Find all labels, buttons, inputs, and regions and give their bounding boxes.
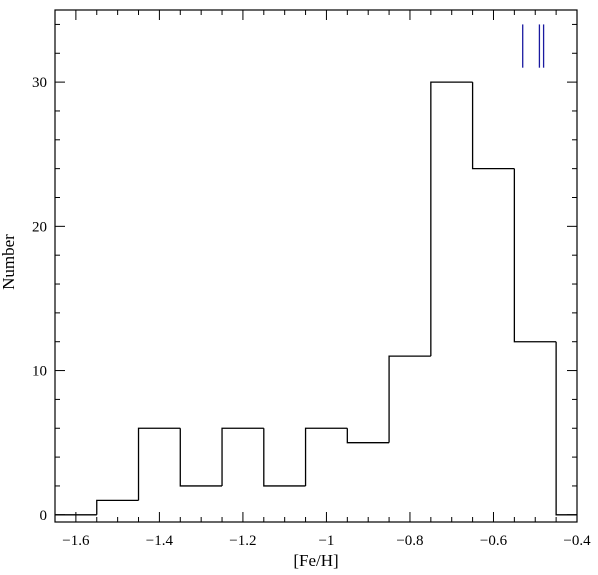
- x-tick-label: −1: [318, 533, 334, 549]
- y-tick-label: 30: [32, 75, 47, 91]
- histogram-bin: [346, 428, 390, 444]
- x-tick-label: −0.8: [396, 533, 423, 549]
- histogram-bin: [137, 427, 181, 501]
- y-axis-label: Number: [0, 234, 18, 290]
- plot-frame: [54, 9, 578, 523]
- x-tick-label: −1.2: [229, 533, 256, 549]
- histogram-bin: [179, 428, 223, 487]
- tick-labels: −1.6 −1.4 −1.2 −1 −0.8 −0.6 −0.4 0 10 20 30: [32, 75, 591, 549]
- axis-ticks: [54, 10, 578, 522]
- histogram-bin: [513, 168, 557, 343]
- x-tick-label: −1.4: [146, 533, 174, 549]
- histogram-bin: [304, 427, 348, 486]
- y-tick-label: 0: [40, 508, 48, 524]
- histogram-steps: [55, 81, 577, 516]
- x-tick-label: −0.6: [480, 533, 508, 549]
- histogram-bin: [221, 427, 264, 486]
- histogram-bin: [263, 428, 306, 487]
- x-tick-label: −0.4: [563, 533, 591, 549]
- y-tick-label: 20: [32, 219, 47, 235]
- histogram-bin: [388, 355, 431, 443]
- histogram-bin: [471, 82, 515, 170]
- x-tick-label: −1.6: [62, 533, 90, 549]
- histogram-bin: [555, 341, 577, 516]
- histogram-bin: [430, 81, 473, 357]
- y-tick-label: 10: [32, 364, 47, 380]
- x-axis-label: [Fe/H]: [293, 551, 338, 570]
- reference-markers: [522, 24, 545, 68]
- histogram-bin: [96, 499, 139, 515]
